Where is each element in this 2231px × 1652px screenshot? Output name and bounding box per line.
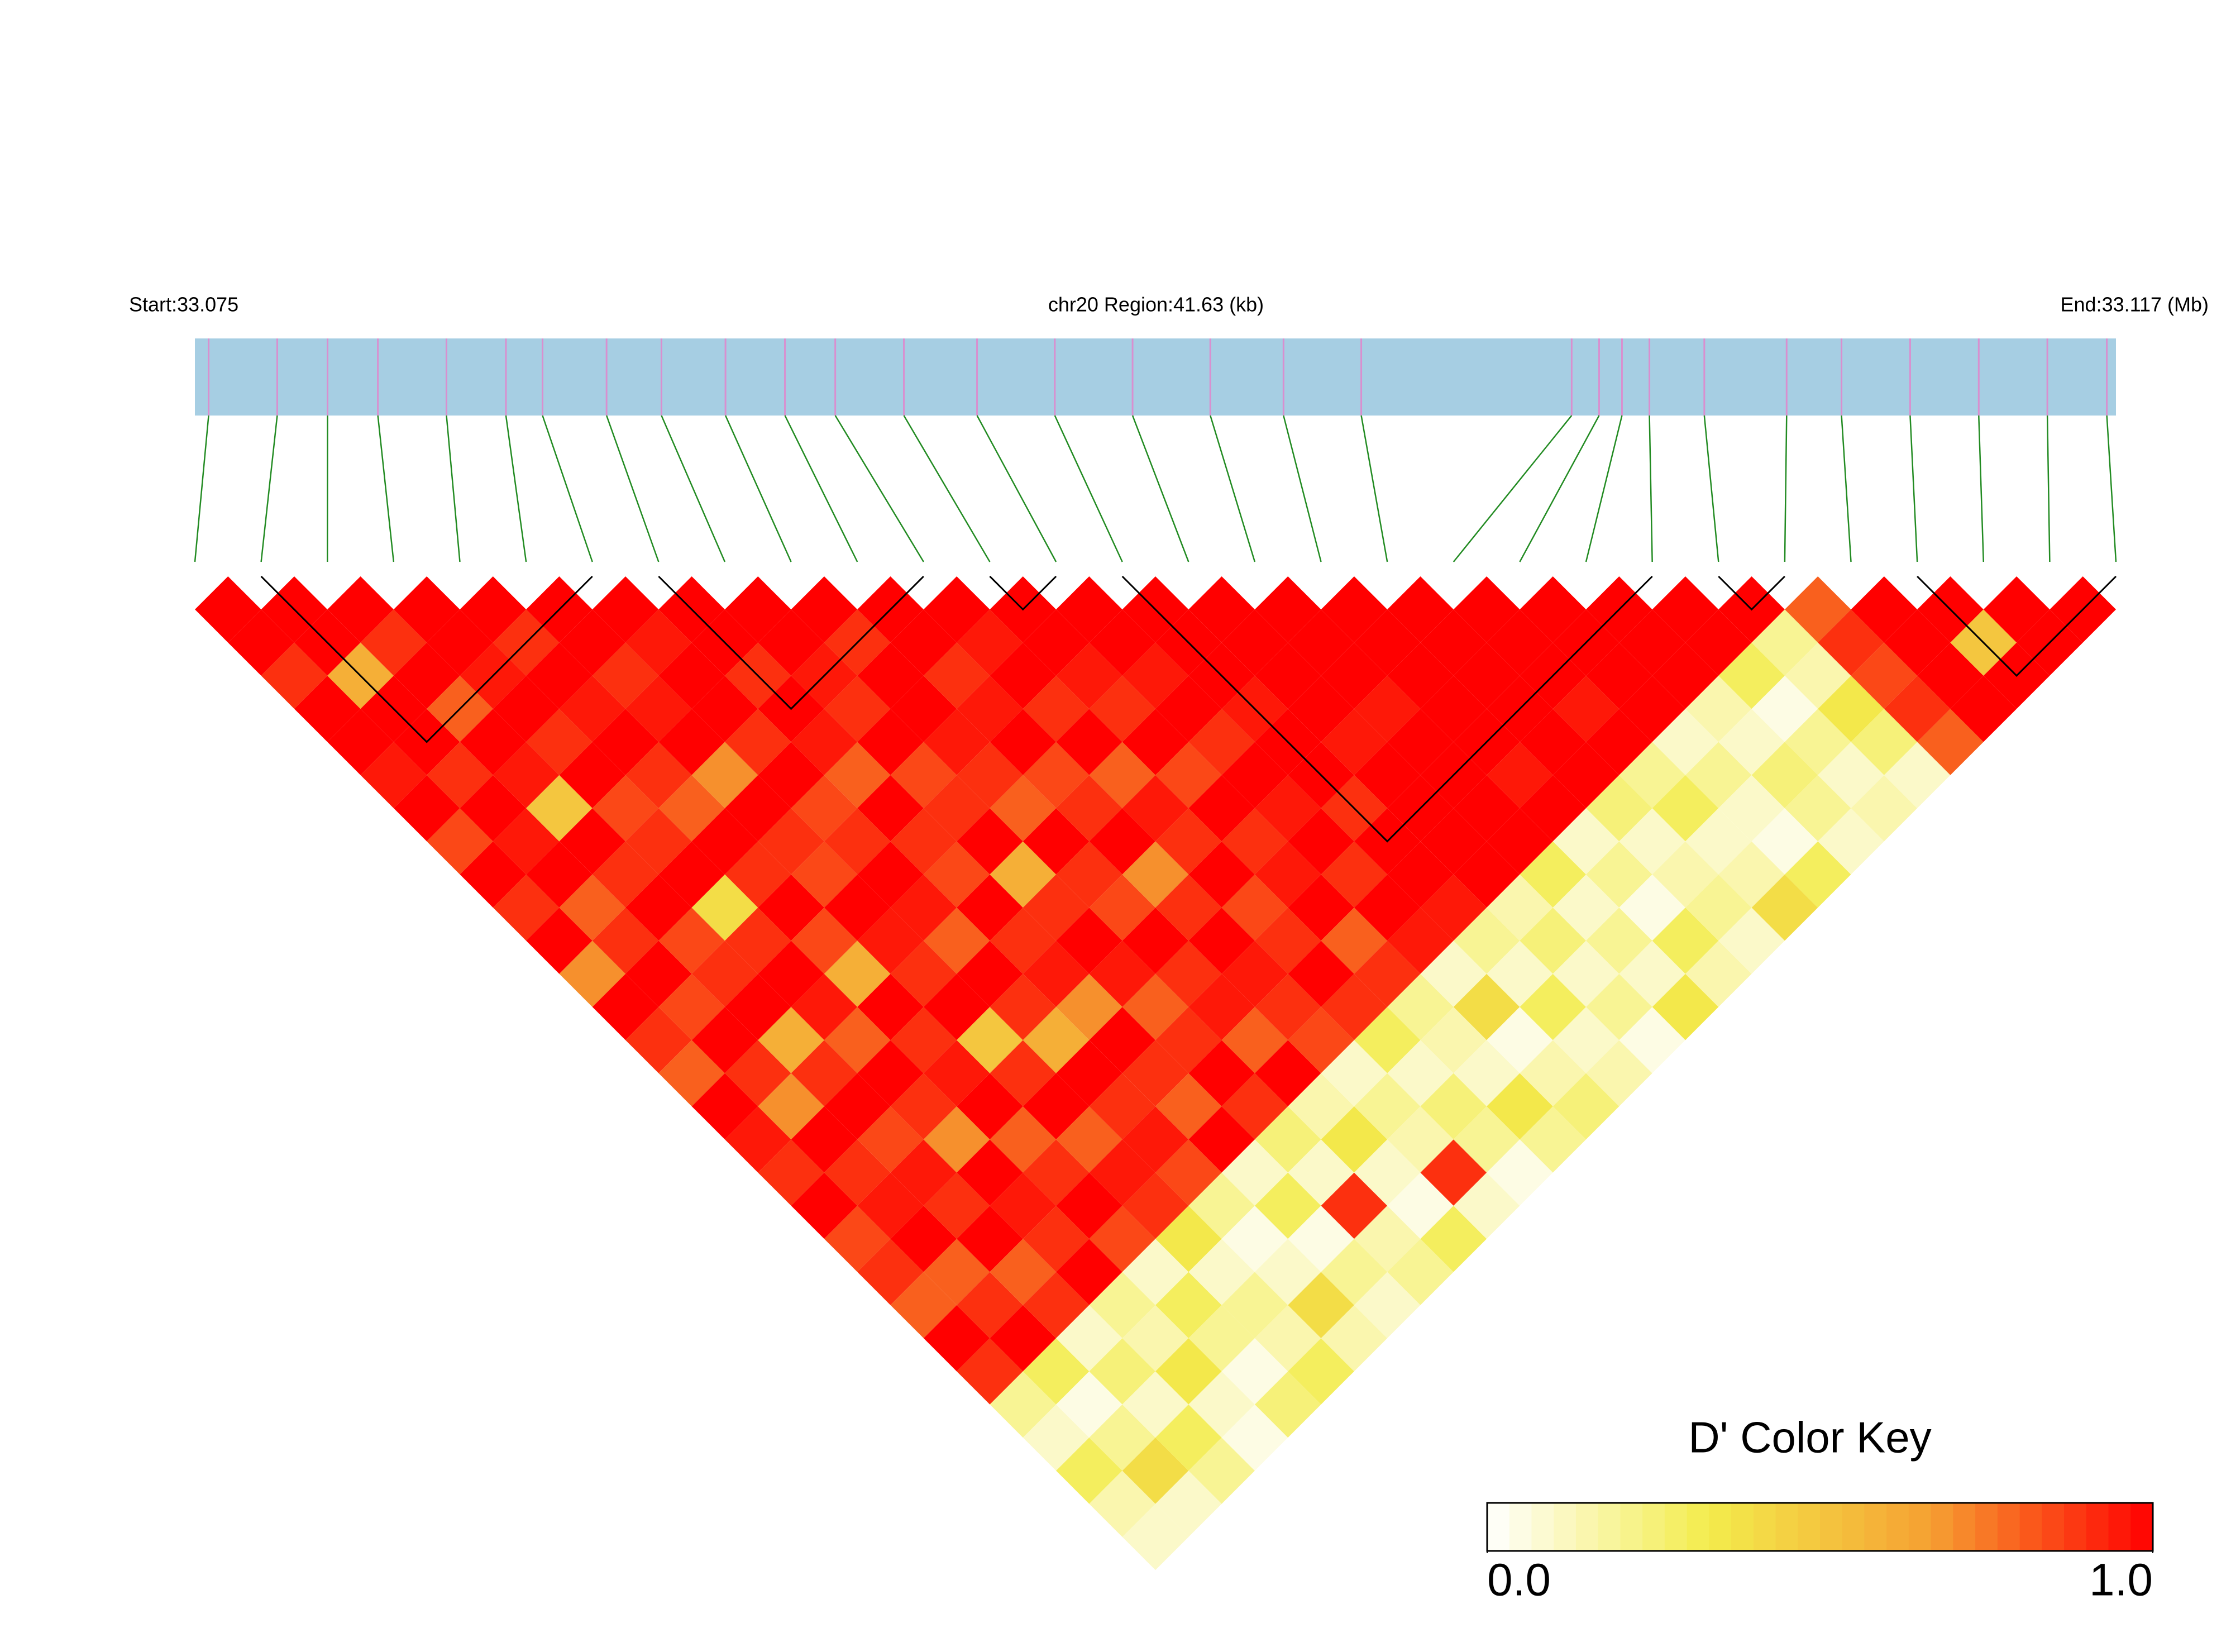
color-key-swatch xyxy=(1598,1503,1621,1551)
color-key-label: 0.0 xyxy=(1487,1555,1551,1606)
snp-connector xyxy=(835,416,924,562)
color-key-swatch xyxy=(1931,1503,1953,1551)
snp-connector xyxy=(261,416,278,562)
snp-connector xyxy=(1210,416,1255,562)
color-key-swatch xyxy=(1776,1503,1798,1551)
start-label: Start:33.075 xyxy=(129,293,238,316)
color-key-swatch xyxy=(1509,1503,1532,1551)
snp-connector xyxy=(1586,416,1622,562)
color-key-swatch xyxy=(1998,1503,2020,1551)
snp-connector xyxy=(661,416,725,562)
color-key-swatch xyxy=(1864,1503,1886,1551)
snp-connector xyxy=(1520,416,1599,562)
snp-connector xyxy=(725,416,791,562)
snp-connector xyxy=(2107,416,2116,562)
color-key-swatch xyxy=(1620,1503,1642,1551)
snp-connector xyxy=(542,416,592,562)
color-key-swatch xyxy=(1687,1503,1709,1551)
color-key-swatch xyxy=(1842,1503,1865,1551)
snp-connector xyxy=(1133,416,1188,562)
snp-connector xyxy=(1283,416,1321,562)
color-key-swatch xyxy=(2042,1503,2064,1551)
color-key-swatch xyxy=(2020,1503,2042,1551)
snp-connector xyxy=(1704,416,1718,562)
snp-connector xyxy=(446,416,460,562)
color-key-swatch xyxy=(1665,1503,1687,1551)
snp-connector xyxy=(904,416,990,562)
snp-connector xyxy=(606,416,658,562)
color-key-swatch xyxy=(1709,1503,1731,1551)
color-key-swatch xyxy=(1953,1503,1975,1551)
snp-connector xyxy=(1055,416,1122,562)
color-key-swatch xyxy=(2109,1503,2131,1551)
color-key-swatch xyxy=(1975,1503,1998,1551)
snp-connector xyxy=(785,416,858,562)
color-key-swatch xyxy=(1554,1503,1576,1551)
color-key-swatch xyxy=(1531,1503,1554,1551)
color-key-swatch xyxy=(1642,1503,1665,1551)
color-key-swatch xyxy=(2064,1503,2086,1551)
key-title: D' Color Key xyxy=(1688,1413,1931,1462)
snp-connector xyxy=(2047,416,2050,562)
color-key-label: 1.0 xyxy=(2089,1555,2153,1606)
snp-connector xyxy=(1785,416,1786,562)
color-key-swatch xyxy=(1798,1503,1820,1551)
color-key-swatch xyxy=(1820,1503,1842,1551)
color-key-swatch xyxy=(1754,1503,1776,1551)
snp-connector xyxy=(1454,416,1572,562)
end-label: End:33.117 (Mb) xyxy=(2061,293,2209,316)
snp-connector xyxy=(506,416,526,562)
color-key-swatch xyxy=(1886,1503,1909,1551)
region-label: chr20 Region:41.63 (kb) xyxy=(1048,293,1264,316)
color-key-swatch xyxy=(1576,1503,1598,1551)
color-key-swatch xyxy=(2086,1503,2109,1551)
snp-connector xyxy=(1650,416,1652,562)
snp-connector xyxy=(1361,416,1388,562)
snp-connector xyxy=(1842,416,1851,562)
snp-connector xyxy=(1910,416,1917,562)
color-key-swatch xyxy=(1909,1503,1931,1551)
snp-connector xyxy=(378,416,394,562)
color-key-swatch xyxy=(1731,1503,1754,1551)
color-key-swatch xyxy=(2130,1503,2153,1551)
snp-connector xyxy=(195,416,209,562)
gene-bar xyxy=(195,338,2116,416)
snp-connector xyxy=(977,416,1056,562)
snp-connector xyxy=(1979,416,1983,562)
color-key-swatch xyxy=(1487,1503,1509,1551)
